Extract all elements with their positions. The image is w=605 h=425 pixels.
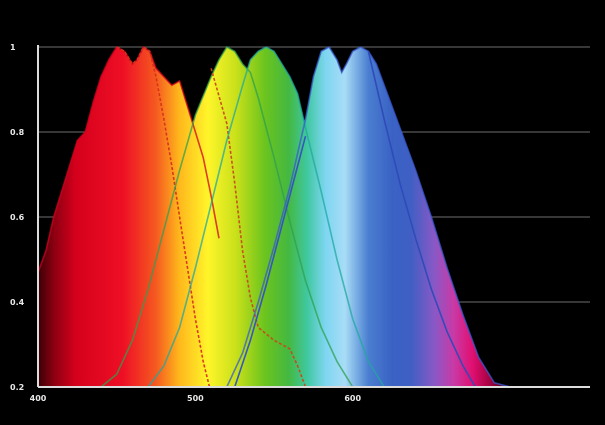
series-curve-0	[37, 45, 220, 273]
y-tick-label: 0.6	[10, 213, 25, 222]
series-curve-4	[147, 46, 385, 388]
series-curve-5	[226, 45, 511, 388]
x-tick-label: 400	[30, 394, 47, 403]
series-curve-6	[233, 135, 307, 388]
spectrum-area	[38, 47, 511, 387]
axes	[37, 45, 590, 388]
series-curve-7	[367, 51, 477, 388]
series-lines	[37, 45, 511, 388]
x-tick-label: 500	[187, 394, 204, 403]
y-tick-label: 0.4	[10, 298, 25, 307]
series-curve-2	[100, 45, 354, 388]
x-tick-label: 600	[344, 394, 361, 403]
y-tick-label: 0.2	[10, 383, 24, 392]
series-curve-3	[210, 68, 307, 388]
series-curve-1	[116, 45, 211, 388]
tick-labels: 0.2 0.4 0.6 0.8 1 400 500 600	[10, 43, 361, 403]
spectrum-fill	[38, 47, 511, 387]
y-tick-label: 1	[10, 43, 16, 52]
y-tick-label: 0.8	[10, 128, 25, 137]
